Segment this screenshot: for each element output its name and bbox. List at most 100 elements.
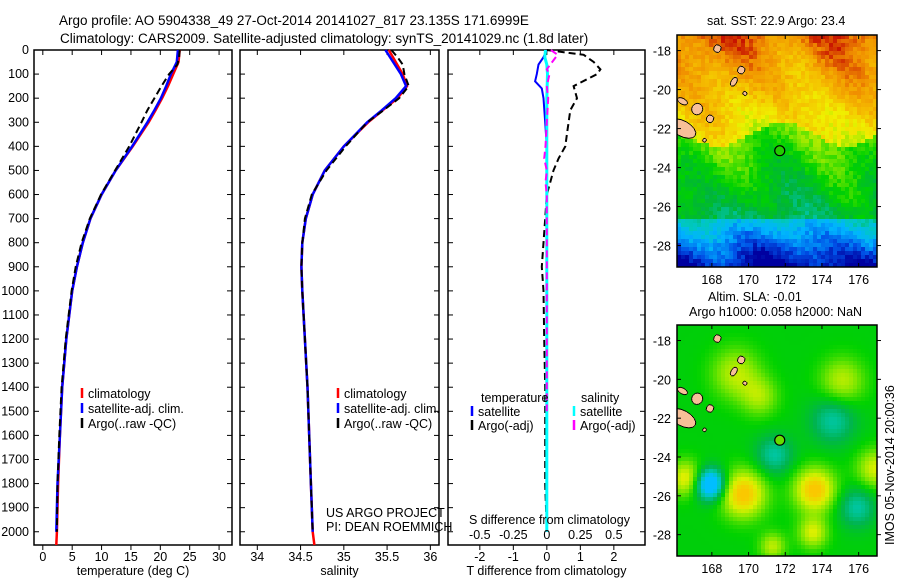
y-tick-label: 800 bbox=[8, 236, 29, 250]
x-axis-label: T difference from climatology bbox=[466, 564, 627, 578]
y-tick-label: 900 bbox=[8, 260, 29, 274]
y-tick-label: 1300 bbox=[1, 356, 29, 370]
lon-tick-label: 172 bbox=[775, 562, 796, 576]
series-line-climatology bbox=[300, 49, 409, 546]
y-tick-label: 1900 bbox=[1, 501, 29, 515]
lat-tick-label: -18 bbox=[653, 45, 671, 59]
y-tick-label: 2000 bbox=[1, 525, 29, 539]
map-frame bbox=[676, 324, 878, 557]
lon-tick-label: 176 bbox=[848, 562, 869, 576]
x-axis-label: salinity bbox=[320, 564, 359, 578]
legend-title-salinity: salinity bbox=[581, 391, 620, 405]
series-line-argo-raw-qc- bbox=[300, 49, 410, 532]
lat-tick-label: -24 bbox=[653, 451, 671, 465]
lat-tick-label: -26 bbox=[653, 201, 671, 215]
lon-tick-label: 174 bbox=[812, 273, 833, 287]
y-tick-label: 1400 bbox=[1, 380, 29, 394]
x-tick-label: 35.5 bbox=[375, 550, 399, 564]
plot-frame bbox=[239, 49, 440, 546]
y-tick-label: 1200 bbox=[1, 332, 29, 346]
series-line-salinity-argo-adj- bbox=[543, 49, 560, 412]
lon-tick-label: 170 bbox=[738, 273, 759, 287]
lon-tick-label: 176 bbox=[848, 273, 869, 287]
lat-tick-label: -26 bbox=[653, 490, 671, 504]
series-line-temperature-argo-adj- bbox=[540, 49, 602, 532]
lat-tick-label: -24 bbox=[653, 162, 671, 176]
x-tick-label: 1 bbox=[577, 550, 584, 564]
y-tick-label: 1600 bbox=[1, 428, 29, 442]
x-tick-label: 0 bbox=[39, 550, 46, 564]
argo-position-marker bbox=[774, 145, 786, 157]
lat-tick-label: -28 bbox=[653, 529, 671, 543]
legend-label: Argo(-adj) bbox=[478, 419, 534, 433]
x2-axis-label: S difference from climatology bbox=[469, 513, 631, 527]
y-tick-label: 400 bbox=[8, 139, 29, 153]
credit-line-2: PI: DEAN ROEMMICH bbox=[326, 520, 452, 534]
legend-label: satellite bbox=[580, 405, 622, 419]
y-tick-label: 1500 bbox=[1, 404, 29, 418]
y-tick-label: 0 bbox=[22, 43, 29, 57]
legend-label: climatology bbox=[344, 387, 407, 401]
x-tick-label: 35 bbox=[337, 550, 351, 564]
x-tick-label: 2 bbox=[610, 550, 617, 564]
map2-title-line-1: Altim. SLA: -0.01 bbox=[708, 290, 802, 304]
legend-label: satellite-adj. clim. bbox=[88, 402, 184, 416]
argo-position-marker bbox=[774, 434, 786, 446]
legend-label: climatology bbox=[88, 387, 151, 401]
plot-frame bbox=[33, 49, 233, 546]
x2-tick-label: -0.25 bbox=[499, 528, 528, 542]
x-tick-label: 5 bbox=[69, 550, 76, 564]
x-tick-label: 25 bbox=[183, 550, 197, 564]
series-line-satellite-adj-clim- bbox=[300, 49, 408, 532]
lat-tick-label: -22 bbox=[653, 123, 671, 137]
x-tick-label: 36 bbox=[423, 550, 437, 564]
sla-map-axes: 168 170 172 174 176 -18 -20 -22 -24 -26 -28 bbox=[653, 324, 881, 576]
lat-tick-label: -22 bbox=[653, 412, 671, 426]
x-tick-label: -1 bbox=[508, 550, 519, 564]
y-tick-label: 1800 bbox=[1, 477, 29, 491]
x-tick-label: 30 bbox=[212, 550, 226, 564]
title-line-1: Argo profile: AO 5904338_49 27-Oct-2014 … bbox=[59, 13, 529, 28]
lat-tick-label: -20 bbox=[653, 373, 671, 387]
y-tick-label: 500 bbox=[8, 163, 29, 177]
legend-label: Argo(..raw -QC) bbox=[88, 417, 176, 431]
legend-label: satellite bbox=[478, 405, 520, 419]
lat-tick-label: -20 bbox=[653, 84, 671, 98]
series-line-argo-raw-qc- bbox=[55, 49, 181, 532]
y-tick-label: 600 bbox=[8, 188, 29, 202]
series-line-satellite-adj-clim- bbox=[55, 49, 180, 532]
y-tick-label: 1000 bbox=[1, 284, 29, 298]
map1-title: sat. SST: 22.9 Argo: 23.4 bbox=[707, 14, 845, 28]
lon-tick-label: 168 bbox=[701, 273, 722, 287]
lat-tick-label: -18 bbox=[653, 335, 671, 349]
lon-tick-label: 172 bbox=[775, 273, 796, 287]
x-tick-label: 0 bbox=[543, 550, 550, 564]
legend-label: Argo(..raw -QC) bbox=[344, 417, 432, 431]
y-tick-label: 100 bbox=[8, 67, 29, 81]
sst-map-axes: 168 170 172 174 176 -18 -20 -22 -24 -26 -28 bbox=[653, 34, 881, 287]
lon-tick-label: 170 bbox=[738, 562, 759, 576]
profile-panel-salinity: 34 34.5 35 35.5 36 salinity climatologysatelli… bbox=[239, 49, 440, 578]
legend-label: satellite-adj. clim. bbox=[344, 402, 440, 416]
x-tick-label: 20 bbox=[153, 550, 167, 564]
lat-tick-label: -28 bbox=[653, 240, 671, 254]
legend-label: Argo(-adj) bbox=[580, 419, 636, 433]
lon-tick-label: 174 bbox=[812, 562, 833, 576]
title-line-2: Climatology: CARS2009. Satellite-adjuste… bbox=[60, 31, 588, 46]
series-line-temperature-satellite bbox=[534, 49, 548, 532]
profile-panel-temperature: 0100200300400500600700800900100011001200… bbox=[1, 43, 233, 578]
x-tick-label: 15 bbox=[124, 550, 138, 564]
x-axis-label: temperature (deg C) bbox=[77, 564, 190, 578]
x-tick-label: 34.5 bbox=[288, 550, 312, 564]
imos-timestamp: IMOS 05-Nov-2014 20:00:36 bbox=[883, 385, 897, 545]
y-tick-label: 700 bbox=[8, 212, 29, 226]
map2-title-line-2: Argo h1000: 0.058 h2000: NaN bbox=[689, 305, 862, 319]
x-tick-label: 10 bbox=[95, 550, 109, 564]
profile-panel-difference: -2 -1 0 1 2T difference from climatology temp… bbox=[447, 49, 646, 578]
x2-tick-label: 0.25 bbox=[568, 528, 592, 542]
lon-tick-label: 168 bbox=[701, 562, 722, 576]
series-line-climatology bbox=[55, 49, 181, 546]
y-tick-label: 1100 bbox=[2, 308, 29, 322]
y-tick-label: 1700 bbox=[1, 452, 29, 466]
